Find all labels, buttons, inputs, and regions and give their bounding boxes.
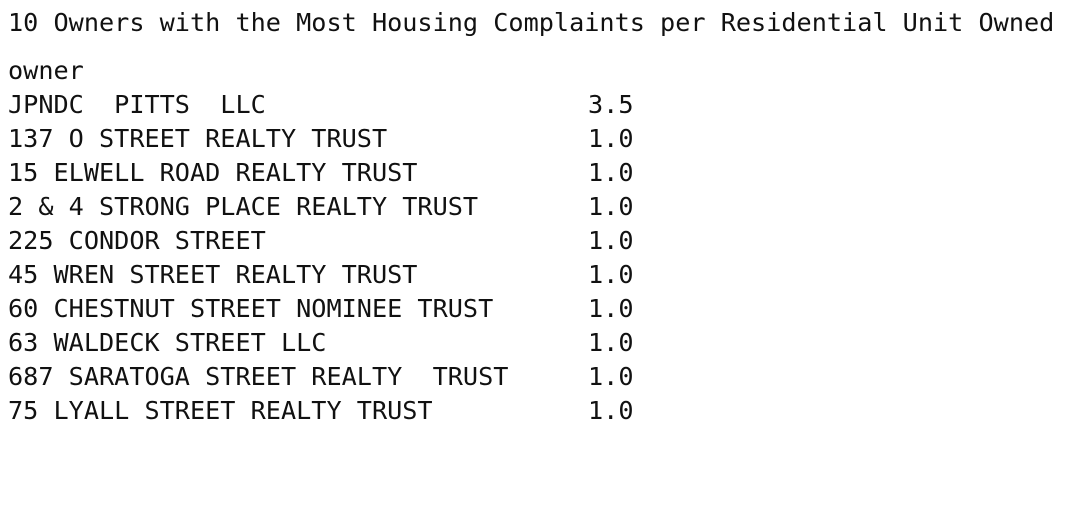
owner-name: 2 & 4 STRONG PLACE REALTY TRUST <box>8 192 479 221</box>
complaints-per-unit-value: 1.0 <box>588 226 634 255</box>
complaints-per-unit-value: 1.0 <box>588 328 634 357</box>
owner-name: 687 SARATOGA STREET REALTY TRUST <box>8 362 509 391</box>
owner-name: 60 CHESTNUT STREET NOMINEE TRUST <box>8 294 494 323</box>
owner-name: 137 O STREET REALTY TRUST <box>8 124 388 153</box>
index-name-label: owner <box>8 56 84 85</box>
series-table: JPNDC PITTS LLC 3.5 137 O STREET REALTY … <box>8 88 1086 428</box>
table-row: 45 WREN STREET REALTY TRUST 1.0 <box>8 258 1086 292</box>
table-row: 75 LYALL STREET REALTY TRUST 1.0 <box>8 394 1086 428</box>
complaints-per-unit-value: 1.0 <box>588 158 634 187</box>
complaints-per-unit-value: 1.0 <box>588 260 634 289</box>
table-row: 60 CHESTNUT STREET NOMINEE TRUST 1.0 <box>8 292 1086 326</box>
spacer <box>8 40 1086 54</box>
notebook-output: 10 Owners with the Most Housing Complain… <box>8 6 1086 428</box>
table-row: 63 WALDECK STREET LLC 1.0 <box>8 326 1086 360</box>
complaints-per-unit-value: 1.0 <box>588 396 634 425</box>
table-row: JPNDC PITTS LLC 3.5 <box>8 88 1086 122</box>
complaints-per-unit-value: 1.0 <box>588 124 634 153</box>
table-row: 137 O STREET REALTY TRUST 1.0 <box>8 122 1086 156</box>
owner-name: 15 ELWELL ROAD REALTY TRUST <box>8 158 418 187</box>
complaints-per-unit-value: 1.0 <box>588 192 634 221</box>
owner-name: JPNDC PITTS LLC <box>8 90 266 119</box>
owner-name: 45 WREN STREET REALTY TRUST <box>8 260 418 289</box>
table-row: 15 ELWELL ROAD REALTY TRUST 1.0 <box>8 156 1086 190</box>
complaints-per-unit-value: 3.5 <box>588 90 634 119</box>
complaints-per-unit-value: 1.0 <box>588 294 634 323</box>
table-row: 687 SARATOGA STREET REALTY TRUST 1.0 <box>8 360 1086 394</box>
table-row: 225 CONDOR STREET 1.0 <box>8 224 1086 258</box>
owner-name: 63 WALDECK STREET LLC <box>8 328 327 357</box>
owner-name: 75 LYALL STREET REALTY TRUST <box>8 396 433 425</box>
table-row: 2 & 4 STRONG PLACE REALTY TRUST 1.0 <box>8 190 1086 224</box>
output-title: 10 Owners with the Most Housing Complain… <box>8 8 1055 37</box>
complaints-per-unit-value: 1.0 <box>588 362 634 391</box>
owner-name: 225 CONDOR STREET <box>8 226 266 255</box>
